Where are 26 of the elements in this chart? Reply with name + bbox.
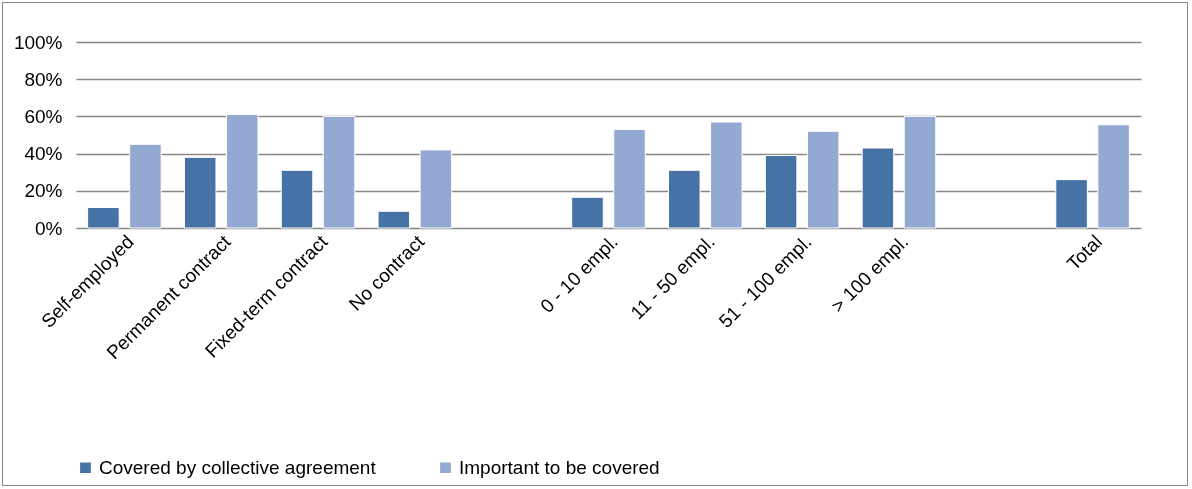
y-tick-label: 60% — [24, 105, 63, 127]
y-tick-label: 80% — [24, 68, 63, 90]
bar — [571, 196, 604, 229]
legend-label: Important to be covered — [459, 456, 660, 478]
bar — [1055, 179, 1088, 229]
y-tick-label: 0% — [35, 217, 63, 239]
bar — [806, 130, 840, 229]
bar — [280, 169, 314, 229]
bar — [861, 147, 895, 229]
bar — [377, 210, 411, 229]
bar — [668, 169, 701, 229]
y-tick-label: 20% — [24, 180, 63, 202]
bar — [183, 156, 217, 229]
bar — [903, 115, 937, 229]
bar — [764, 154, 798, 229]
y-tick-label: 100% — [13, 31, 63, 53]
legend-label: Covered by collective agreement — [99, 456, 377, 478]
bar — [419, 149, 453, 229]
bar — [225, 114, 259, 229]
bar — [710, 121, 743, 229]
bar — [129, 143, 162, 229]
y-tick-label: 40% — [24, 143, 63, 165]
bar — [613, 128, 646, 229]
bar — [1097, 124, 1130, 229]
bar — [322, 115, 356, 229]
bar — [87, 207, 120, 229]
